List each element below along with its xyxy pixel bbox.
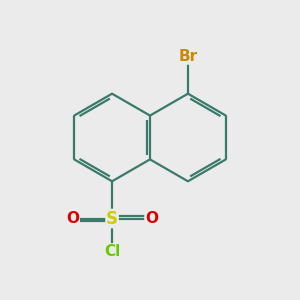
Text: S: S xyxy=(106,209,118,227)
Text: O: O xyxy=(66,211,79,226)
Text: O: O xyxy=(145,211,158,226)
Text: Br: Br xyxy=(178,49,197,64)
Text: Cl: Cl xyxy=(104,244,120,259)
